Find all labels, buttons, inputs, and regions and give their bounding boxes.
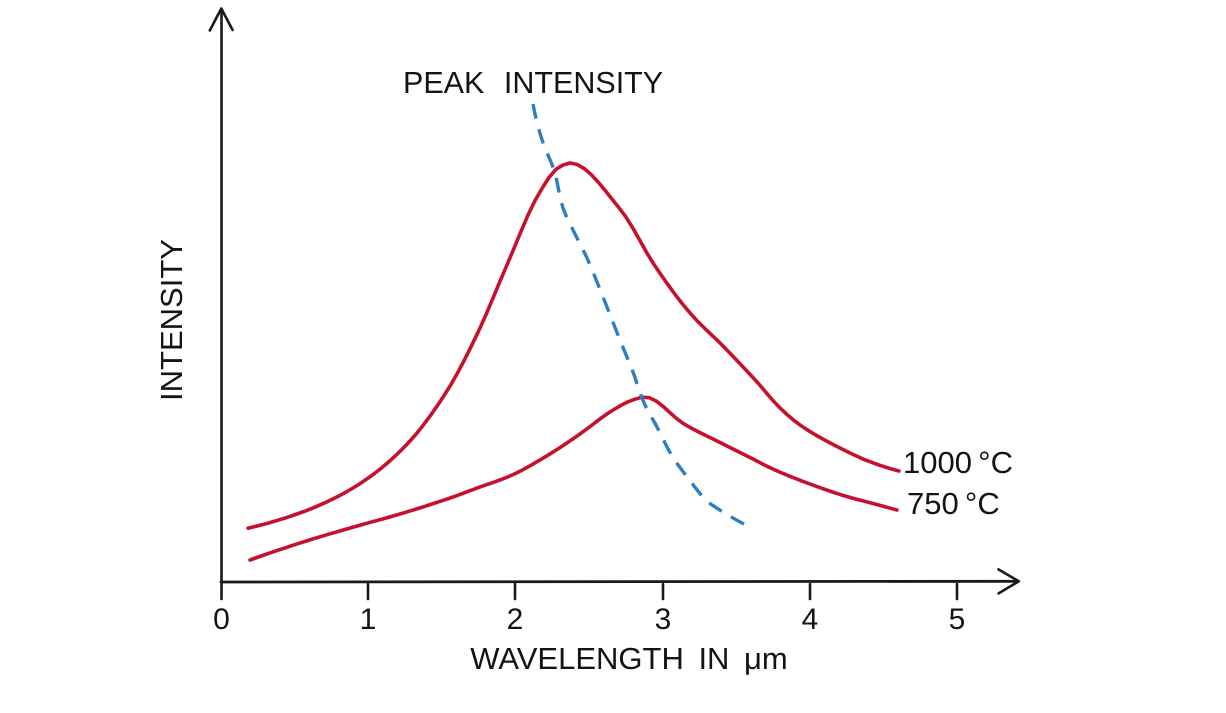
svg-text:5: 5 [949, 603, 966, 636]
svg-text:0: 0 [213, 603, 230, 636]
svg-text:INTENSITY: INTENSITY [154, 239, 189, 401]
svg-text:1: 1 [360, 603, 377, 636]
svg-text:2: 2 [507, 603, 524, 636]
svg-text:PEAK INTENSITY: PEAK INTENSITY [403, 66, 663, 100]
svg-text:WAVELENGTH IN μm: WAVELENGTH IN μm [470, 641, 788, 676]
svg-text:3: 3 [655, 603, 672, 636]
svg-text:4: 4 [802, 603, 819, 636]
svg-text:750 °C: 750 °C [907, 486, 1000, 521]
svg-text:1000 °C: 1000 °C [903, 445, 1013, 480]
